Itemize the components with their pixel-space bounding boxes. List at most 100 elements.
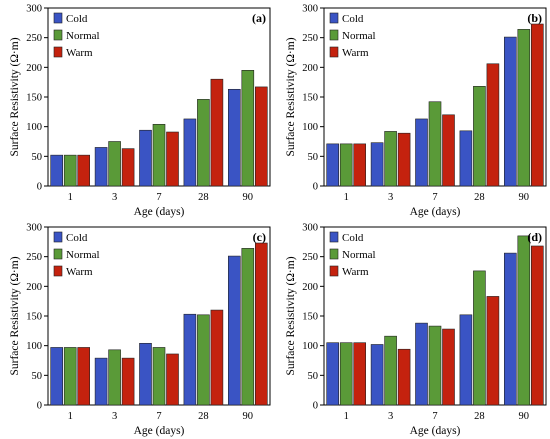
y-tick-label: 250 — [26, 33, 42, 44]
x-tick-label: 3 — [388, 411, 393, 422]
x-tick-label: 7 — [432, 411, 437, 422]
y-tick-label: 50 — [308, 371, 319, 382]
legend-label-warm: Warm — [342, 47, 369, 59]
y-tick-label: 300 — [302, 223, 318, 234]
panel-label: (c) — [253, 230, 266, 244]
legend-label-normal: Normal — [342, 30, 376, 42]
bar-cold-3 — [94, 147, 108, 187]
bar-warm-1 — [353, 143, 367, 187]
y-tick-label: 100 — [26, 341, 42, 352]
bar-normal-7 — [152, 347, 166, 406]
bar-warm-1 — [353, 342, 367, 406]
y-tick-label: 0 — [313, 182, 318, 193]
y-tick-label: 100 — [302, 122, 318, 133]
bar-cold-28 — [459, 130, 473, 187]
x-axis-label: Age (days) — [134, 425, 185, 437]
y-tick-label: 150 — [302, 312, 318, 323]
chart-panel-2: 0 50 100 150 200 250 300 1 3 7 28 90 Age (days) Surfa… — [285, 4, 547, 218]
bar-normal-7 — [428, 101, 442, 187]
bar-cold-7 — [415, 322, 428, 406]
x-tick-label: 28 — [198, 192, 209, 203]
bar-warm-90 — [530, 23, 544, 187]
x-tick-label: 90 — [519, 192, 530, 203]
y-tick-label: 50 — [32, 371, 43, 382]
bar-cold-1 — [326, 143, 340, 187]
y-tick-label: 250 — [302, 252, 318, 263]
y-tick-label: 200 — [302, 282, 318, 293]
bar-cold-7 — [139, 342, 152, 406]
y-tick-label: 250 — [302, 33, 318, 44]
bar-warm-3 — [121, 357, 135, 406]
bar-cold-1 — [50, 347, 64, 406]
bar-cold-1 — [326, 342, 340, 406]
x-tick-label: 28 — [198, 411, 209, 422]
bar-normal-28 — [473, 86, 486, 187]
y-tick-label: 200 — [26, 282, 42, 293]
y-tick-label: 200 — [26, 63, 42, 74]
x-axis-label: Age (days) — [410, 425, 461, 437]
y-tick-label: 150 — [302, 93, 318, 104]
x-tick-label: 7 — [156, 411, 161, 422]
bar-warm-90 — [255, 86, 268, 187]
legend-label-cold: Cold — [66, 232, 88, 244]
y-axis-label: Surface Resistivity (Ω·m) — [9, 256, 21, 375]
legend-label-warm: Warm — [342, 266, 369, 278]
bar-normal-1 — [339, 342, 353, 406]
chart-panel-4: 0 50 100 150 200 250 300 1 3 7 28 90 Age (days) Surfa… — [285, 223, 547, 437]
y-tick-label: 250 — [26, 252, 42, 263]
bar-warm-90 — [255, 242, 268, 406]
panel-label: (d) — [527, 230, 542, 244]
bar-warm-7 — [166, 131, 179, 187]
legend-label-warm: Warm — [66, 47, 93, 59]
x-axis-label: Age (days) — [134, 206, 185, 218]
x-tick-label: 3 — [112, 192, 117, 203]
bar-normal-28 — [197, 314, 210, 406]
legend-swatch-normal — [53, 29, 63, 41]
bar-cold-7 — [139, 129, 152, 187]
legend-swatch-cold — [329, 231, 339, 243]
x-tick-label: 90 — [519, 411, 530, 422]
bar-warm-1 — [77, 154, 90, 187]
y-tick-label: 0 — [37, 401, 42, 412]
chart-panel-1: 0 50 100 150 200 250 300 1 3 7 28 90 Age (days) Surfa… — [9, 4, 271, 218]
legend-label-cold: Cold — [342, 13, 364, 25]
legend-swatch-warm — [53, 265, 63, 277]
bar-warm-3 — [397, 132, 411, 187]
bar-normal-3 — [108, 349, 121, 406]
legend-swatch-cold — [329, 12, 339, 24]
bar-cold-3 — [94, 357, 108, 406]
y-axis-label: Surface Resistivity (Ω·m) — [285, 37, 297, 156]
bar-normal-3 — [384, 131, 397, 187]
x-tick-label: 3 — [388, 192, 393, 203]
legend-label-normal: Normal — [342, 249, 376, 261]
y-tick-label: 0 — [37, 182, 42, 193]
legend-swatch-warm — [53, 46, 63, 58]
y-tick-label: 50 — [32, 152, 43, 163]
bar-warm-7 — [166, 353, 179, 406]
bar-normal-28 — [473, 270, 486, 406]
bar-warm-28 — [486, 63, 500, 187]
bar-cold-90 — [503, 252, 517, 406]
x-tick-label: 7 — [432, 192, 437, 203]
y-tick-label: 100 — [26, 122, 42, 133]
bar-cold-28 — [459, 314, 473, 406]
x-tick-label: 1 — [68, 411, 73, 422]
x-tick-label: 1 — [344, 192, 349, 203]
bar-warm-90 — [530, 245, 544, 406]
legend-swatch-normal — [329, 248, 339, 260]
y-tick-label: 300 — [26, 223, 42, 234]
panel-label: (a) — [252, 11, 266, 25]
bar-warm-7 — [442, 328, 455, 406]
bar-cold-1 — [50, 154, 64, 187]
bar-normal-90 — [517, 29, 531, 187]
x-tick-label: 90 — [243, 192, 254, 203]
legend-label-normal: Normal — [66, 249, 100, 261]
bar-cold-90 — [228, 88, 241, 187]
y-tick-label: 300 — [26, 4, 42, 15]
x-tick-label: 7 — [156, 192, 161, 203]
bar-normal-3 — [108, 141, 121, 187]
bar-cold-3 — [370, 344, 384, 406]
x-tick-label: 28 — [474, 411, 485, 422]
bar-normal-90 — [241, 248, 255, 406]
